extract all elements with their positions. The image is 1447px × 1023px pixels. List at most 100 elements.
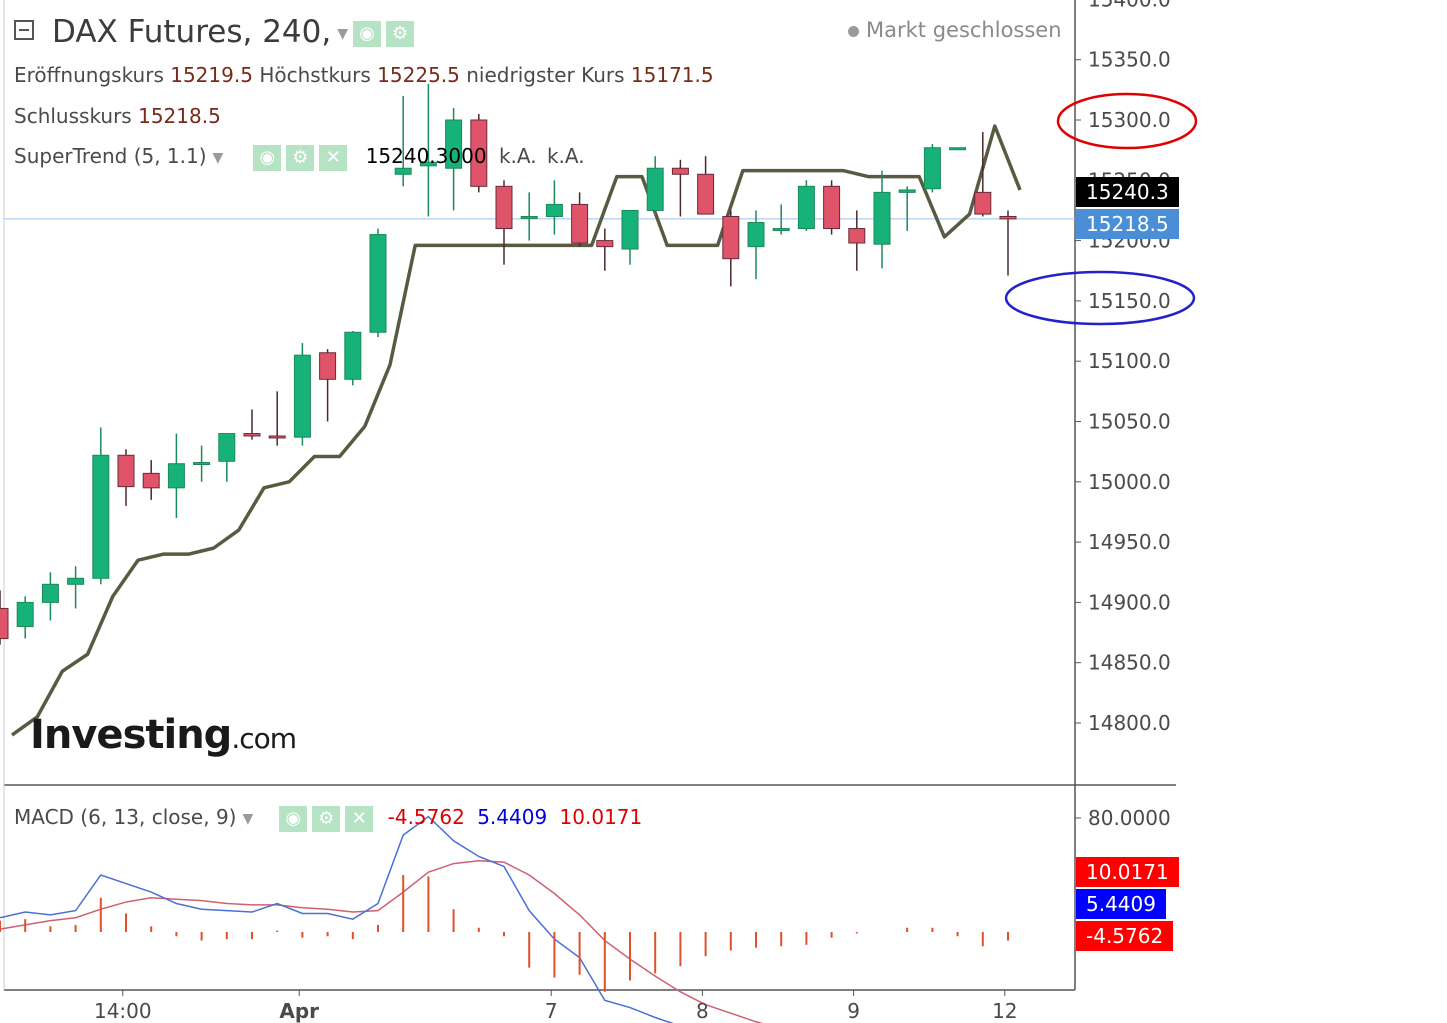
price-tick-label: 15400.0	[1088, 0, 1171, 11]
candle-body	[243, 433, 261, 437]
candle-body	[898, 189, 916, 193]
price-tick-label: 15000.0	[1088, 470, 1171, 494]
eye-icon[interactable]: ◉	[253, 144, 282, 171]
close-icon[interactable]: ✕	[319, 144, 348, 171]
candle-body	[16, 601, 34, 628]
time-tick-label: 9	[847, 999, 860, 1023]
macd-legend: MACD (6, 13, close, 9) ▼ ◉ ⚙ ✕ -4.5762 5.440…	[14, 805, 642, 832]
candle-body	[319, 352, 337, 380]
candles-layer	[0, 83, 1017, 645]
gear-icon[interactable]: ⚙	[286, 144, 315, 171]
candle-body	[545, 203, 563, 217]
chevron-down-icon[interactable]: ▼	[242, 810, 254, 827]
candle-body	[571, 203, 589, 244]
supertrend-price-tag: 15240.3	[1076, 177, 1179, 207]
close-value: 15218.5	[138, 104, 221, 128]
price-tick-label: 14900.0	[1088, 590, 1171, 614]
price-tick-label: 15150.0	[1088, 289, 1171, 313]
last-price-tag: 15218.5	[1076, 209, 1179, 239]
macd-line	[0, 815, 674, 1023]
supertrend-label: SuperTrend (5, 1.1)	[14, 144, 207, 168]
price-tick-label: 14950.0	[1088, 530, 1171, 554]
open-value: 15219.5	[170, 63, 253, 87]
time-tick-label: 8	[696, 999, 709, 1023]
price-tick-label: 14800.0	[1088, 711, 1171, 735]
highlight-ellipse-red	[1056, 92, 1198, 150]
candle-body	[193, 462, 211, 466]
macd-value-hist: -4.5762	[387, 805, 465, 829]
high-value: 15225.5	[377, 63, 460, 87]
candle-body	[722, 215, 740, 260]
collapse-icon[interactable]	[14, 20, 34, 40]
candle-body	[419, 161, 437, 167]
price-tick-label: 15300.0	[1088, 108, 1171, 132]
status-dot-icon	[848, 25, 859, 37]
candle-body	[747, 222, 765, 248]
supertrend-legend: SuperTrend (5, 1.1) ▼ ◉ ⚙ ✕ 15240.3000 k.A. …	[14, 144, 585, 171]
supertrend-na-2: k.A.	[546, 144, 585, 168]
candle-body	[772, 228, 790, 232]
candle-body	[797, 185, 815, 230]
candle-body	[344, 331, 362, 380]
candle-body	[923, 147, 941, 190]
candle-body	[218, 433, 236, 462]
chevron-down-icon[interactable]: ▼	[212, 149, 224, 166]
candle-body	[596, 240, 614, 248]
eye-icon[interactable]: ◉	[353, 20, 382, 47]
candle-body	[974, 191, 992, 215]
macd-value-macd: 5.4409	[477, 805, 548, 829]
high-label: Höchstkurs	[259, 63, 371, 87]
logo-suffix: .com	[231, 722, 297, 755]
logo-main: Investing	[30, 712, 232, 758]
time-tick-label: 7	[545, 999, 558, 1023]
time-tick-label: Apr	[279, 999, 319, 1023]
gear-icon[interactable]: ⚙	[386, 20, 415, 47]
instrument-title: DAX Futures, 240, ▼ ◉ ⚙	[52, 14, 415, 50]
macd-signal-line	[0, 859, 764, 1023]
macd-layer	[0, 815, 1009, 1023]
candle-body	[646, 167, 664, 211]
candle-body	[949, 147, 967, 151]
candle-body	[167, 463, 185, 489]
price-tick-label: 15100.0	[1088, 349, 1171, 373]
title-text: DAX Futures, 240,	[52, 14, 332, 50]
candle-body	[117, 454, 135, 488]
candle-body	[394, 167, 412, 175]
candle-body	[671, 167, 689, 175]
market-status: Markt geschlossen	[848, 18, 1062, 42]
candle-body	[848, 228, 866, 244]
candle-body	[697, 173, 715, 215]
close-icon[interactable]: ✕	[345, 805, 374, 832]
candle-body	[293, 354, 311, 438]
candle-body	[41, 583, 59, 603]
candle-body	[142, 472, 160, 489]
chart-frame	[3, 0, 1176, 991]
candle-body	[369, 234, 387, 333]
low-label: niedrigster Kurs	[466, 63, 625, 87]
price-tick-label: 14850.0	[1088, 651, 1171, 675]
price-tick-label: 15050.0	[1088, 410, 1171, 434]
close-row: Schlusskurs 15218.5	[14, 104, 221, 128]
candle-body	[495, 185, 513, 230]
candle-body	[823, 185, 841, 230]
chevron-down-icon[interactable]: ▼	[337, 25, 349, 42]
highlight-layer	[1004, 92, 1198, 326]
candle-body	[67, 577, 85, 585]
gear-icon[interactable]: ⚙	[312, 805, 341, 832]
highlight-ellipse-blue	[1004, 270, 1196, 326]
macd-line-tag: 5.4409	[1076, 889, 1166, 919]
open-label: Eröffnungskurs	[14, 63, 164, 87]
eye-icon[interactable]: ◉	[279, 805, 308, 832]
candle-body	[999, 215, 1017, 220]
close-label: Schlusskurs	[14, 104, 132, 128]
market-status-text: Markt geschlossen	[866, 18, 1062, 42]
axes-layer: 15400.015350.015300.015250.015200.015150…	[94, 0, 1171, 1023]
low-value: 15171.5	[630, 63, 714, 87]
supertrend-layer	[10, 124, 1022, 737]
supertrend-line	[10, 124, 1022, 737]
macd-label: MACD (6, 13, close, 9)	[14, 805, 237, 829]
macd-value-signal: 10.0171	[559, 805, 643, 829]
supertrend-na-1: k.A.	[498, 144, 537, 168]
macd-tick-label: 80.0000	[1088, 806, 1171, 830]
